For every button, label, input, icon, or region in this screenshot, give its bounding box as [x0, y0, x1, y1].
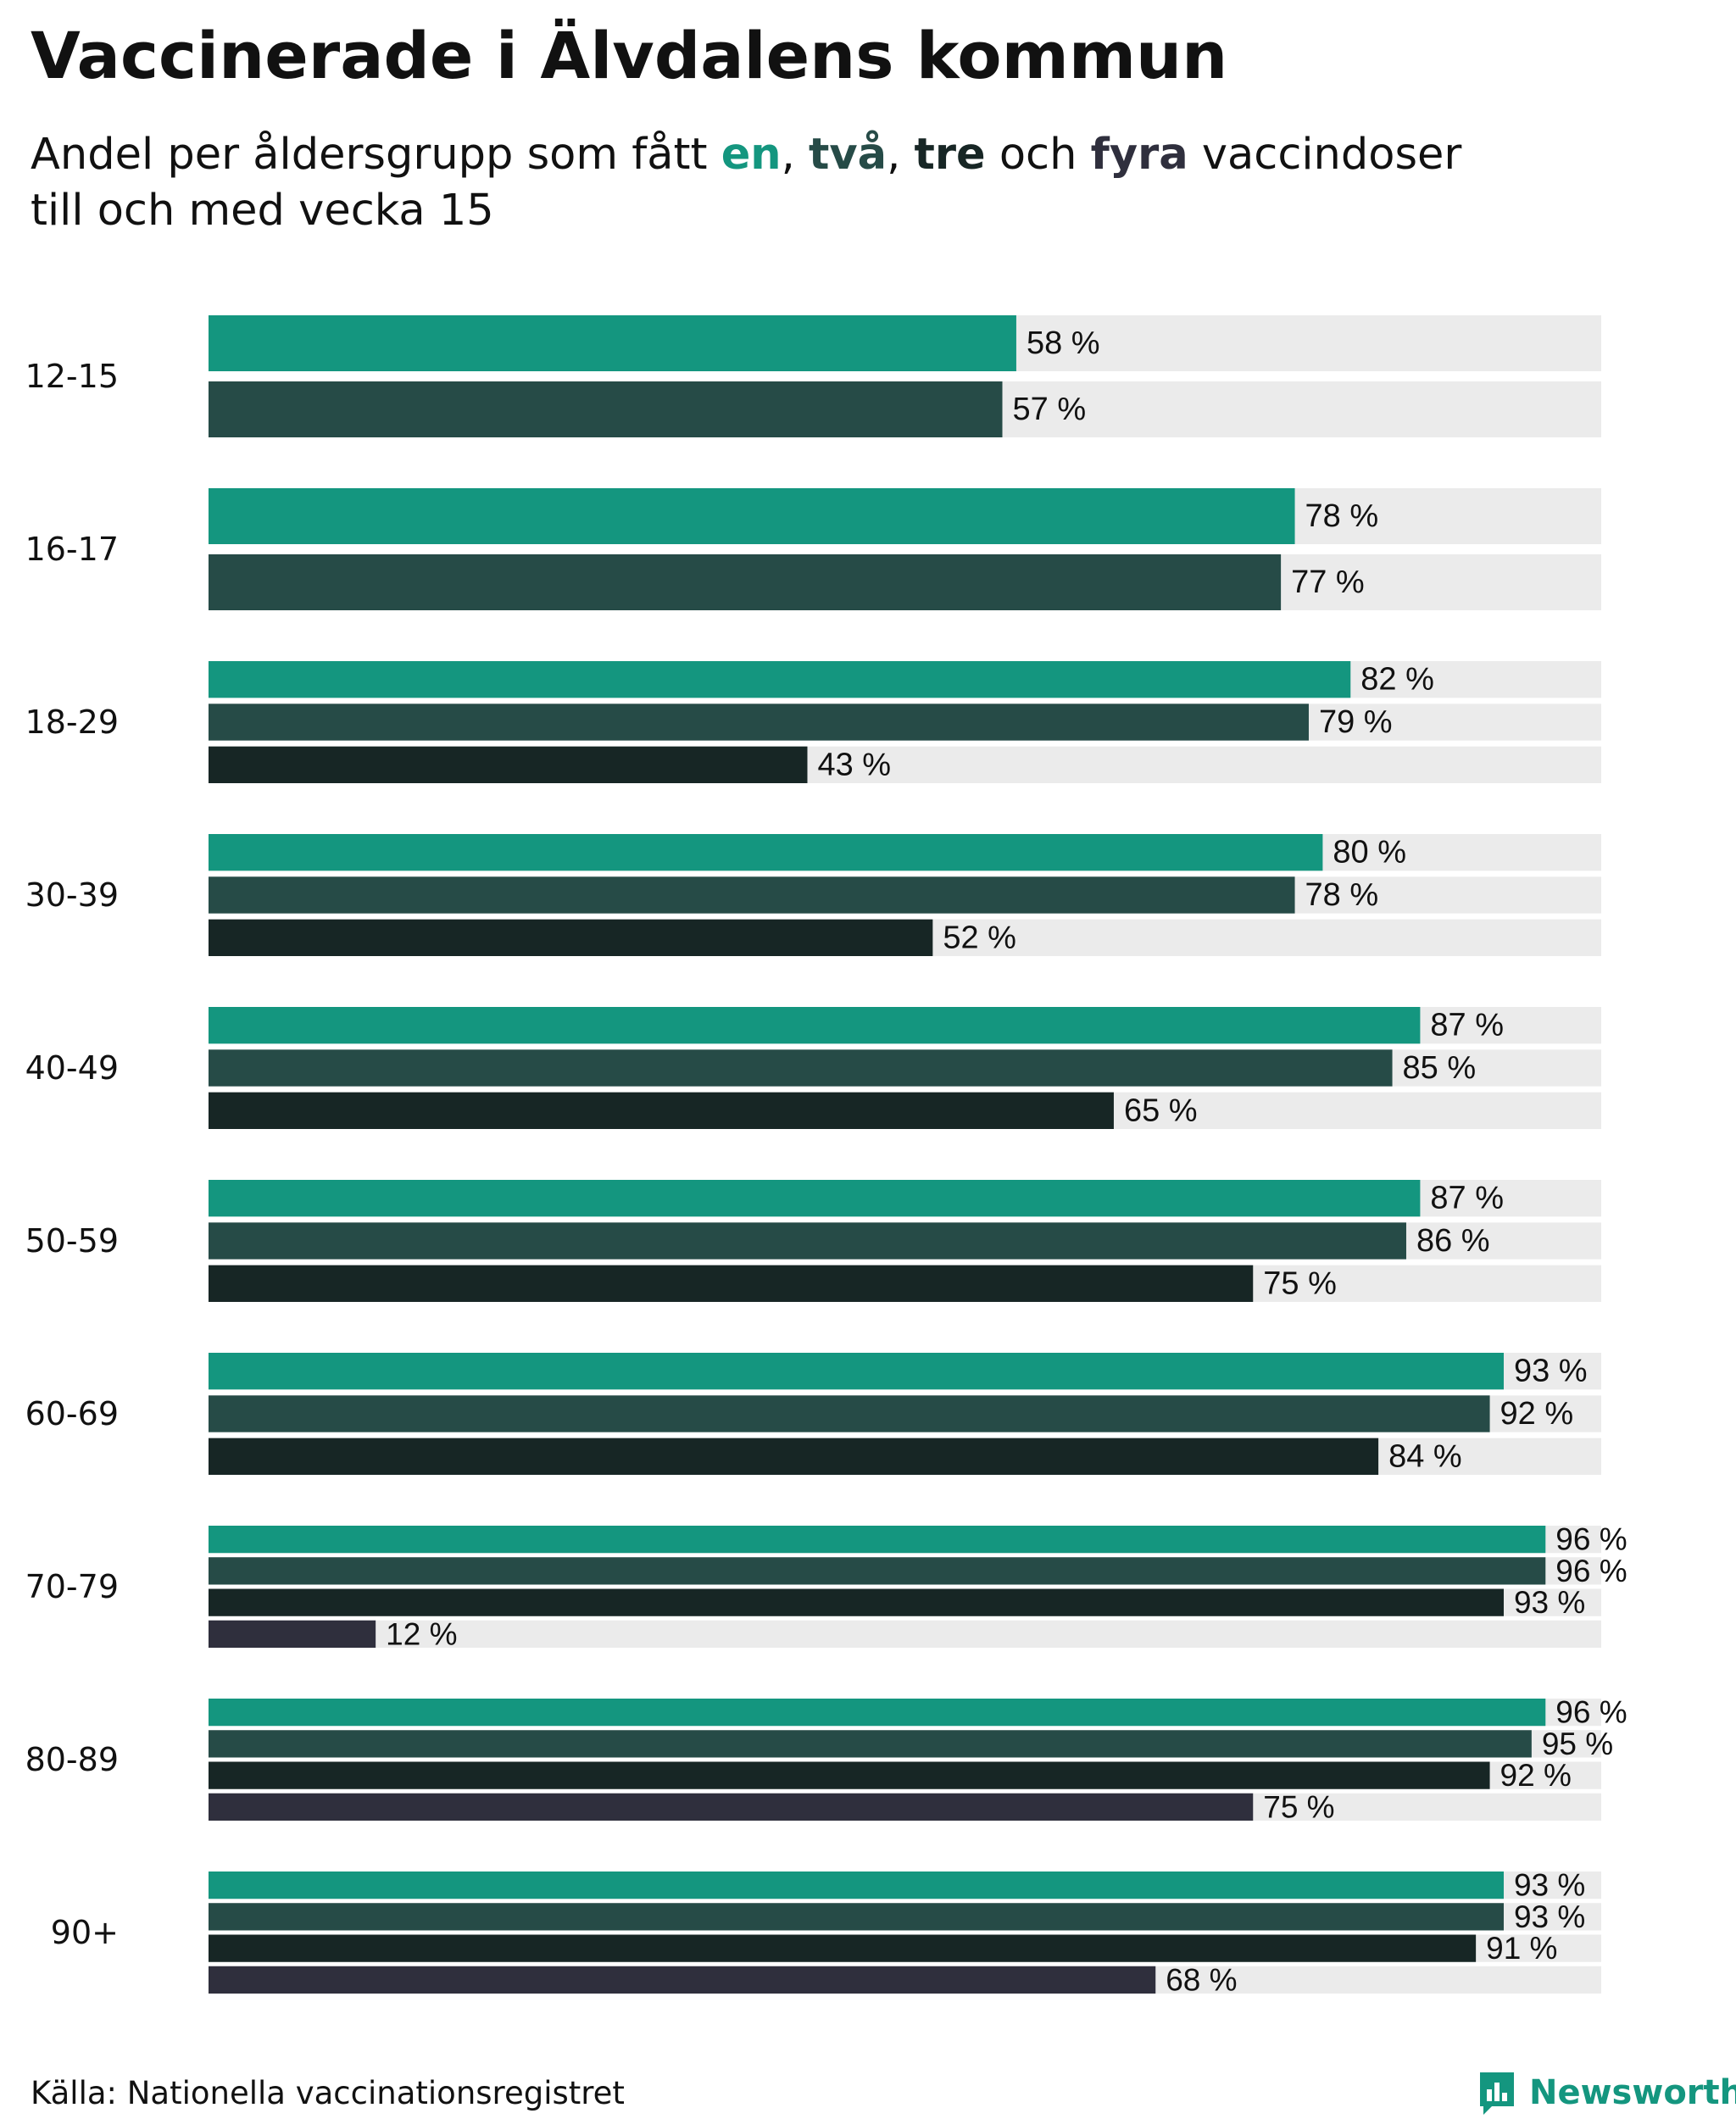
- bar-dose-2: [209, 1395, 1490, 1432]
- category-label: 30-39: [25, 876, 119, 914]
- legend-dose-2: två: [809, 130, 887, 180]
- legend-dose-1: en: [721, 130, 782, 180]
- subtitle-line-1: Andel per åldersgrupp som fått en, två, …: [31, 127, 1692, 183]
- bar-dose-3: [209, 746, 808, 783]
- value-label: 92 %: [1500, 1396, 1574, 1432]
- bar-track-dose-4: [209, 1620, 1601, 1648]
- bar-dose-1: [209, 1526, 1546, 1554]
- value-label: 96 %: [1555, 1554, 1627, 1588]
- value-label: 96 %: [1555, 1695, 1627, 1730]
- value-label: 79 %: [1319, 704, 1393, 740]
- value-label: 95 %: [1542, 1727, 1613, 1761]
- category-label: 90+: [51, 1914, 119, 1951]
- bar-dose-1: [209, 1180, 1421, 1217]
- subtitle-and: och: [999, 130, 1077, 180]
- chart-title: Vaccinerade i Älvdalens kommun: [31, 18, 1228, 93]
- bar-dose-2: [209, 1903, 1504, 1931]
- value-label: 87 %: [1430, 1181, 1504, 1216]
- bar-dose-4: [209, 1966, 1156, 1994]
- bar-dose-1: [209, 1007, 1421, 1044]
- chart-subtitle: Andel per åldersgrupp som fått en, två, …: [31, 127, 1692, 239]
- value-label: 87 %: [1430, 1008, 1504, 1043]
- value-label: 58 %: [1027, 325, 1100, 361]
- bar-dose-2: [209, 1730, 1532, 1758]
- value-label: 75 %: [1263, 1265, 1337, 1301]
- bar-dose-2: [209, 554, 1282, 610]
- value-label: 85 %: [1403, 1050, 1477, 1086]
- value-label: 82 %: [1360, 662, 1434, 698]
- bar-dose-1: [209, 834, 1323, 871]
- value-label: 93 %: [1514, 1585, 1585, 1620]
- value-label: 78 %: [1305, 877, 1379, 913]
- bar-dose-1: [209, 1353, 1504, 1390]
- bar-dose-2: [209, 1222, 1406, 1260]
- value-label: 96 %: [1555, 1522, 1627, 1557]
- value-label: 91 %: [1486, 1931, 1557, 1966]
- bar-dose-1: [209, 661, 1351, 698]
- value-label: 65 %: [1124, 1093, 1198, 1128]
- category-label: 50-59: [25, 1222, 119, 1260]
- bar-dose-2: [209, 381, 1003, 437]
- subtitle-prefix: Andel per åldersgrupp som fått: [31, 130, 708, 180]
- bar-dose-2: [209, 1049, 1393, 1087]
- legend-dose-3: tre: [914, 130, 986, 180]
- value-label: 12 %: [386, 1616, 457, 1651]
- category-label: 70-79: [25, 1568, 119, 1605]
- category-label: 12-15: [25, 358, 119, 395]
- bar-chart: 12-15 58 % 57 % 16-17 78 % 77 % 18-29 82 % 79 % 4…: [25, 315, 1628, 1997]
- bar-dose-2: [209, 1557, 1546, 1585]
- category-label: 40-49: [25, 1049, 119, 1087]
- bar-dose-1: [209, 315, 1016, 371]
- bar-chart-icon: [1480, 2072, 1514, 2115]
- value-label: 93 %: [1514, 1354, 1588, 1389]
- category-label: 16-17: [25, 531, 119, 568]
- bar-dose-2: [209, 704, 1309, 741]
- value-label: 77 %: [1291, 565, 1365, 600]
- value-label: 80 %: [1333, 835, 1406, 870]
- bar-dose-1: [209, 488, 1295, 544]
- value-label: 84 %: [1388, 1438, 1462, 1474]
- subtitle-comma-2: ,: [887, 130, 901, 180]
- value-label: 75 %: [1263, 1789, 1334, 1824]
- bar-dose-3: [209, 1092, 1114, 1129]
- bar-dose-4: [209, 1620, 376, 1648]
- value-label: 52 %: [943, 920, 1016, 955]
- value-label: 78 %: [1305, 498, 1379, 534]
- value-label: 93 %: [1514, 1899, 1585, 1934]
- brand-logo: Newsworthy: [1477, 2068, 1736, 2117]
- bar-dose-3: [209, 1265, 1254, 1302]
- value-label: 57 %: [1013, 392, 1087, 427]
- value-label: 92 %: [1500, 1758, 1572, 1793]
- source-note: Källa: Nationella vaccinationsregistret: [31, 2075, 625, 2111]
- category-label: 18-29: [25, 704, 119, 741]
- bar-dose-3: [209, 1588, 1504, 1616]
- bar-dose-3: [209, 1761, 1490, 1789]
- bar-dose-1: [209, 1699, 1546, 1727]
- value-label: 43 %: [817, 747, 891, 782]
- subtitle-line-2: till och med vecka 15: [31, 186, 494, 236]
- bar-dose-3: [209, 1438, 1379, 1475]
- value-label: 86 %: [1416, 1223, 1490, 1259]
- bar-dose-3: [209, 919, 933, 956]
- category-label: 80-89: [25, 1741, 119, 1778]
- value-label: 93 %: [1514, 1868, 1585, 1903]
- value-label: 68 %: [1166, 1962, 1237, 1997]
- subtitle-comma-1: ,: [781, 130, 795, 180]
- bar-dose-4: [209, 1793, 1254, 1821]
- bar-dose-2: [209, 876, 1295, 914]
- bar-dose-3: [209, 1934, 1477, 1962]
- subtitle-suffix: vaccindoser: [1201, 130, 1462, 180]
- brand-name: Newsworthy: [1529, 2073, 1736, 2112]
- bar-dose-1: [209, 1872, 1504, 1899]
- legend-dose-4: fyra: [1090, 130, 1188, 180]
- category-label: 60-69: [25, 1395, 119, 1432]
